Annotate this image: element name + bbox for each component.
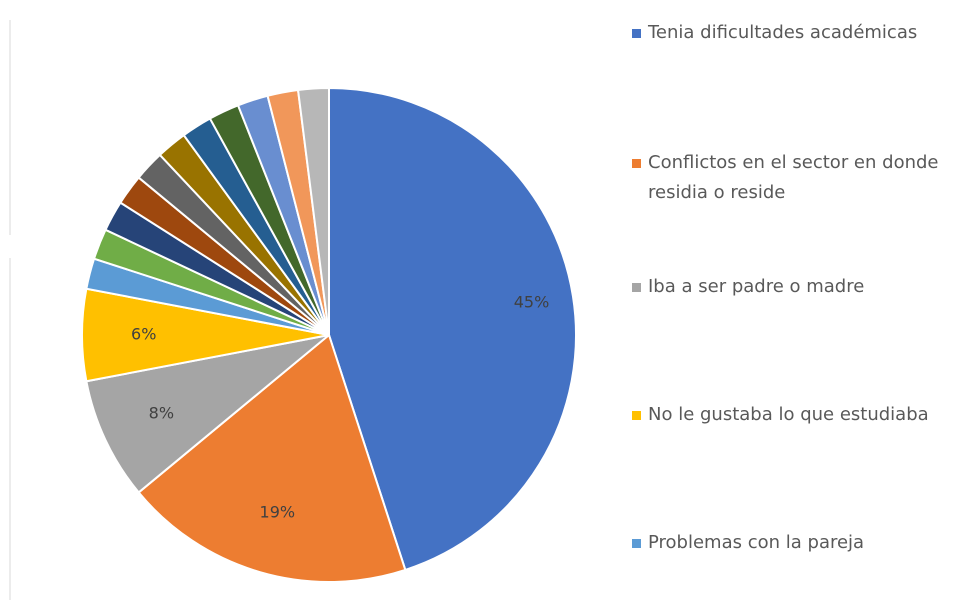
legend-label: Tenia dificultades académicas	[648, 22, 918, 43]
pie-slice	[328, 86, 577, 572]
data-label: 8%	[149, 403, 174, 422]
legend-label: No le gustaba lo que estudiaba	[648, 404, 929, 425]
legend-entry: Tenia dificultades académicas	[632, 18, 962, 48]
legend-swatch	[632, 283, 641, 292]
legend-label: Problemas con la pareja	[648, 532, 865, 553]
data-label: 6%	[131, 325, 156, 344]
pie-slice	[137, 333, 407, 583]
legend-swatch	[632, 159, 641, 168]
legend-swatch	[632, 539, 641, 548]
legend-swatch	[632, 29, 641, 38]
data-label: 19%	[260, 502, 296, 521]
legend-label: Iba a ser padre o madre	[648, 276, 865, 297]
legend-entry: No le gustaba lo que estudiaba	[632, 400, 962, 430]
legend-label: Conflictos en el sector en donde residia…	[648, 152, 939, 203]
pie-slice	[85, 334, 330, 494]
legend-entry: Iba a ser padre o madre	[632, 272, 962, 302]
data-label: 45%	[514, 292, 550, 311]
legend-entry: Problemas con la pareja	[632, 528, 962, 558]
legend-swatch	[632, 411, 641, 420]
legend-entry: Conflictos en el sector en donde residia…	[632, 148, 962, 208]
pie-slice	[296, 86, 330, 336]
